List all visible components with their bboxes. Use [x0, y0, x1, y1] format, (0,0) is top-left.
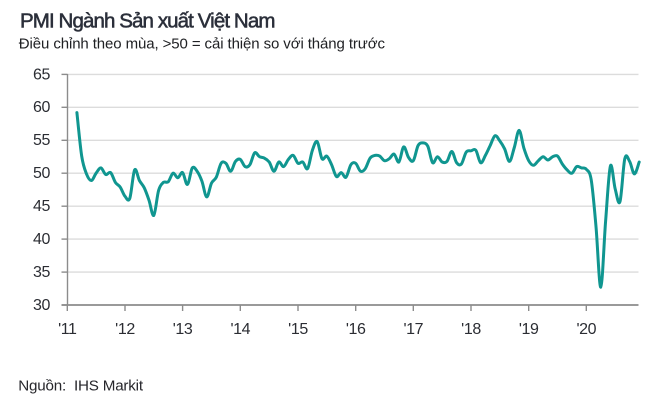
svg-text:'14: '14 — [230, 321, 250, 338]
svg-text:45: 45 — [33, 198, 50, 215]
svg-text:30: 30 — [33, 297, 50, 314]
svg-text:'12: '12 — [115, 321, 135, 338]
svg-text:'20: '20 — [576, 321, 596, 338]
svg-text:'15: '15 — [288, 321, 308, 338]
svg-text:35: 35 — [33, 264, 50, 281]
svg-text:'19: '19 — [519, 321, 539, 338]
svg-text:'18: '18 — [461, 321, 481, 338]
svg-text:'11: '11 — [58, 321, 77, 338]
svg-text:Nguồn: IHS Markit: Nguồn: IHS Markit — [18, 378, 144, 395]
svg-text:'13: '13 — [173, 321, 193, 338]
svg-text:'17: '17 — [403, 321, 423, 338]
svg-text:50: 50 — [33, 165, 50, 182]
svg-text:60: 60 — [33, 99, 50, 116]
svg-text:PMI Ngành Sản xuất Việt Nam: PMI Ngành Sản xuất Việt Nam — [20, 9, 275, 32]
svg-text:55: 55 — [33, 132, 50, 149]
svg-text:65: 65 — [33, 66, 50, 83]
svg-text:'16: '16 — [346, 321, 366, 338]
svg-text:40: 40 — [33, 231, 50, 248]
svg-text:Điều chỉnh theo mùa, >50 = cải: Điều chỉnh theo mùa, >50 = cải thiện so … — [19, 36, 386, 53]
